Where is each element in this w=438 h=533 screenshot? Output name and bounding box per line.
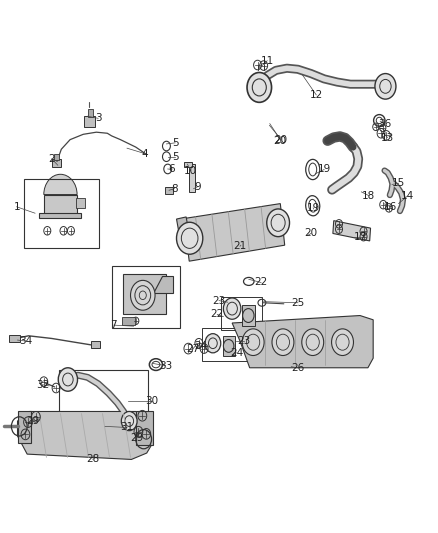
Text: 22: 22 [211,310,224,319]
Text: 12: 12 [310,90,323,100]
Bar [91,341,100,348]
Polygon shape [18,411,31,443]
Circle shape [205,334,221,353]
Circle shape [177,222,203,254]
Text: 23: 23 [212,296,226,305]
Bar [52,159,61,167]
Text: 18: 18 [362,191,375,200]
Bar [223,336,235,356]
Polygon shape [232,316,373,368]
Circle shape [247,72,272,102]
Text: 1: 1 [13,202,20,212]
Text: 17: 17 [353,232,367,241]
Text: 11: 11 [261,56,274,66]
Bar [76,198,85,208]
Text: 5: 5 [172,138,179,148]
Text: 8: 8 [171,184,178,193]
Bar [88,109,93,117]
Text: 22: 22 [254,278,268,287]
Bar [54,154,59,160]
Circle shape [121,411,137,431]
Text: 7: 7 [110,320,117,330]
Bar [189,164,195,192]
Text: 24: 24 [194,342,207,351]
Text: 33: 33 [159,361,172,370]
Bar [9,335,20,342]
Text: 3: 3 [95,114,102,123]
Text: 14: 14 [401,191,414,201]
Circle shape [272,329,294,356]
Circle shape [332,329,353,356]
Wedge shape [44,174,77,195]
Text: 24: 24 [230,348,243,358]
Polygon shape [44,195,77,215]
Text: 6: 6 [168,165,175,174]
Text: 29: 29 [130,433,143,443]
Text: 2: 2 [48,154,55,164]
Text: 27: 27 [186,344,199,354]
Circle shape [242,329,264,356]
Text: 16: 16 [384,202,397,212]
Bar [112,266,180,328]
Text: 4: 4 [141,149,148,158]
Text: 23: 23 [237,336,250,346]
Polygon shape [184,204,285,261]
Circle shape [375,74,396,99]
Text: 20: 20 [273,136,286,146]
Text: 13: 13 [381,133,394,142]
Circle shape [223,298,241,319]
Bar [59,370,148,430]
Bar [242,305,255,326]
Text: 31: 31 [120,423,134,432]
Text: 21: 21 [233,241,247,251]
Text: 20: 20 [304,229,318,238]
Bar [84,116,95,127]
Bar [122,317,135,325]
Text: 20: 20 [274,135,287,144]
Bar [221,297,262,330]
Polygon shape [123,274,166,314]
Circle shape [131,280,155,310]
Text: 9: 9 [194,182,201,191]
Bar [165,187,173,194]
Text: 19: 19 [307,203,320,213]
Polygon shape [18,411,152,459]
Text: 29: 29 [27,416,40,426]
Bar [202,328,251,361]
Polygon shape [333,221,371,241]
Circle shape [302,329,324,356]
Text: 26: 26 [291,363,304,373]
Circle shape [267,209,290,237]
Text: 10: 10 [184,166,197,175]
Text: 36: 36 [378,119,391,128]
Polygon shape [177,217,188,231]
Text: 30: 30 [145,396,158,406]
Bar [184,162,192,167]
Text: 19: 19 [318,165,331,174]
Text: 25: 25 [291,298,304,308]
Text: 32: 32 [36,380,49,390]
Bar [24,179,99,248]
Polygon shape [153,276,173,293]
Polygon shape [136,411,153,445]
Text: 15: 15 [392,179,405,188]
Text: 34: 34 [20,336,33,346]
Circle shape [58,368,78,391]
Text: 5: 5 [172,152,179,161]
Polygon shape [39,213,81,218]
Text: 28: 28 [86,455,99,464]
